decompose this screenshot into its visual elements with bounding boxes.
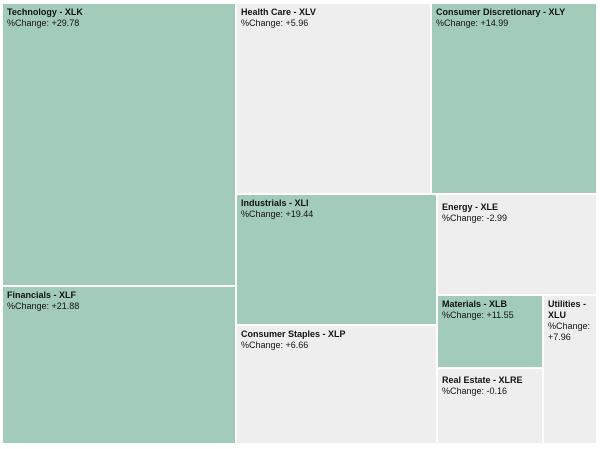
tile-label: Real Estate - XLRE <box>442 375 523 385</box>
tile-change-value: %Change: +11.55 <box>442 310 514 320</box>
treemap-tile: Energy - XLE %Change: -2.99 <box>437 194 597 295</box>
treemap-tile: Materials - XLB %Change: +11.55 <box>437 295 543 368</box>
treemap-tile: Technology - XLK %Change: +29.78 <box>2 3 236 286</box>
treemap-tile: Real Estate - XLRE %Change: -0.16 <box>437 368 543 444</box>
tile-change-value: %Change: +29.78 <box>7 18 80 28</box>
tile-label: Consumer Discretionary - XLY <box>436 7 566 17</box>
tile-label: Utilities - XLU <box>548 299 587 320</box>
tile-change-value: %Change: +7.96 <box>548 321 591 342</box>
tile-label: Energy - XLE <box>442 202 499 212</box>
treemap-tile: Consumer Discretionary - XLY %Change: +14… <box>431 3 597 194</box>
tile-label: Health Care - XLV <box>241 7 316 17</box>
tile-label: Industrials - XLI <box>241 198 309 208</box>
tile-change-value: %Change: -2.99 <box>442 213 508 223</box>
treemap-tile: Consumer Staples - XLP %Change: +6.66 <box>236 325 437 444</box>
treemap-tile: Health Care - XLV %Change: +5.96 <box>236 3 431 194</box>
tile-label: Financials - XLF <box>7 290 77 300</box>
tile-change-value: %Change: +6.66 <box>241 340 309 350</box>
treemap-tile: Industrials - XLI %Change: +19.44 <box>236 194 437 325</box>
tile-change-value: %Change: +19.44 <box>241 209 314 219</box>
tile-change-value: %Change: +5.96 <box>241 18 309 28</box>
tile-change-value: %Change: +21.88 <box>7 301 80 311</box>
treemap-tile: Financials - XLF %Change: +21.88 <box>2 286 236 444</box>
tile-label: Consumer Staples - XLP <box>241 329 346 339</box>
treemap-tile: Utilities - XLU %Change: +7.96 <box>543 295 597 444</box>
tile-change-value: %Change: -0.16 <box>442 386 508 396</box>
tile-label: Technology - XLK <box>7 7 83 17</box>
tile-label: Materials - XLB <box>442 299 508 309</box>
tile-change-value: %Change: +14.99 <box>436 18 509 28</box>
